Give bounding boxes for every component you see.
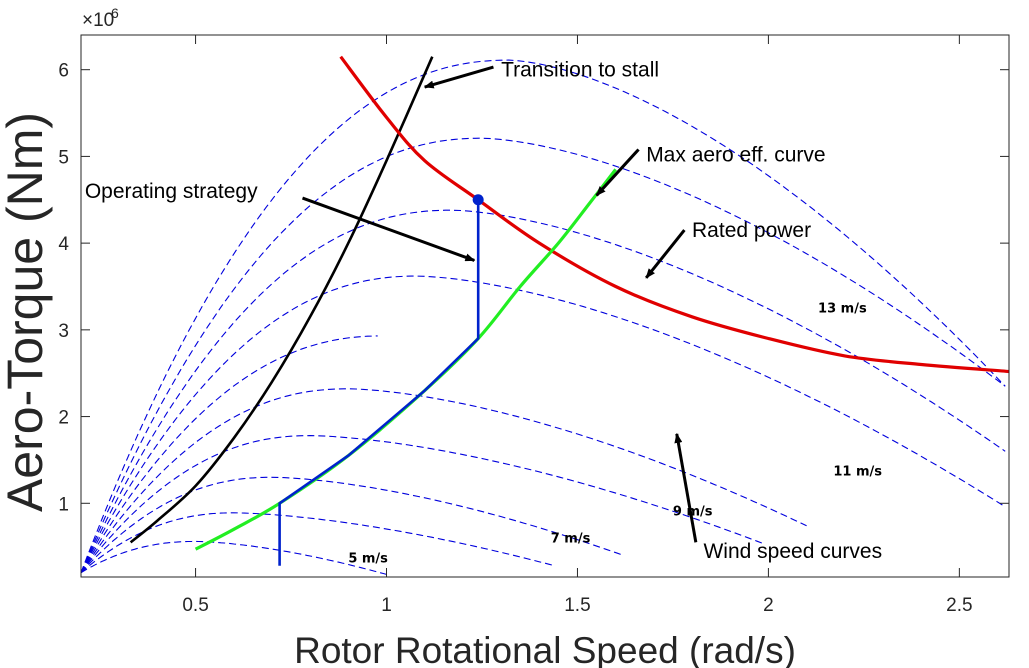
- wind-speed-curve: [81, 335, 378, 573]
- y-tick-label: 2: [58, 408, 69, 429]
- y-tick-label: 1: [58, 494, 69, 515]
- y-axis-label: Aero-Torque (Nm): [0, 112, 53, 512]
- y-exponent-label: ×10: [82, 10, 114, 31]
- wind-speed-label: 9 m/s: [673, 504, 713, 519]
- annotation-arrow: [645, 229, 686, 279]
- wind-speed-curve: [81, 388, 807, 574]
- operating-point-marker: [472, 194, 484, 206]
- wind-speed-label: 5 m/s: [348, 551, 388, 566]
- x-tick-label: 1: [381, 595, 392, 616]
- wind-speed-curve: [81, 275, 1006, 573]
- x-tick-label: 0.5: [182, 595, 208, 616]
- wind-speed-curve: [81, 540, 387, 575]
- x-axis-label: Rotor Rotational Speed (rad/s): [294, 630, 796, 668]
- wind-speed-curve: [81, 435, 765, 574]
- annotation-label: Transition to stall: [501, 59, 659, 82]
- y-tick-label: 5: [58, 147, 69, 168]
- annotation-label: Rated power: [692, 219, 811, 242]
- y-tick-label: 6: [58, 61, 69, 82]
- operating-strategy-line: [278, 199, 480, 566]
- annotation-label: Max aero eff. curve: [646, 144, 825, 167]
- y-exponent-power: 6: [111, 5, 119, 21]
- plot-frame: [80, 34, 1010, 578]
- x-tick-label: 2.5: [946, 595, 972, 616]
- wind-speed-curve: [81, 476, 624, 574]
- transition-to-stall-line: [129, 56, 434, 544]
- wind-speed-curve: [81, 512, 555, 574]
- wind-speed-label: 11 m/s: [833, 465, 882, 480]
- annotation-label: Operating strategy: [85, 180, 258, 203]
- annotation-label: Wind speed curves: [703, 540, 882, 563]
- wind-speed-label: 7 m/s: [551, 531, 591, 546]
- wind-speed-curve: [81, 209, 1006, 573]
- wind-speed-curve: [81, 59, 1006, 573]
- annotation-arrow: [674, 432, 698, 543]
- wind-speed-curve: [81, 137, 1006, 573]
- x-tick-label: 2: [763, 595, 774, 616]
- x-tick-label: 1.5: [564, 595, 590, 616]
- annotation-arrow: [301, 196, 476, 262]
- annotation-arrow: [423, 65, 494, 89]
- wind-speed-label: 13 m/s: [818, 302, 867, 317]
- y-tick-label: 3: [58, 321, 69, 342]
- rated-power-line: [339, 55, 1009, 374]
- annotation-arrow: [595, 148, 640, 197]
- y-tick-label: 4: [58, 234, 69, 255]
